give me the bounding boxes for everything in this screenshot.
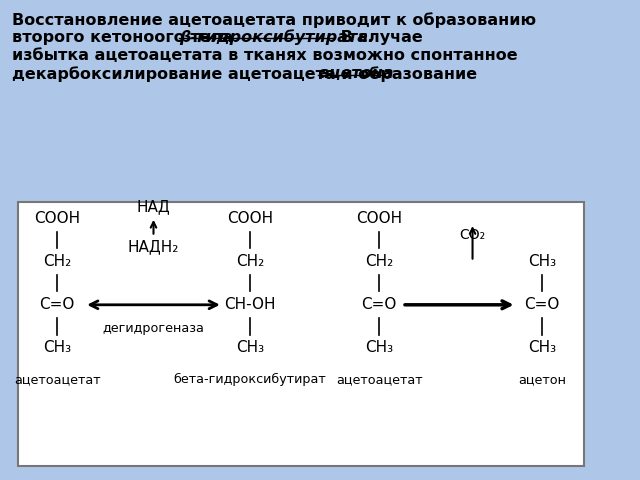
Text: COOH: COOH [356, 211, 403, 226]
Text: CH₃: CH₃ [528, 340, 556, 356]
Text: Восстановление ацетоацетата приводит к образованию: Восстановление ацетоацетата приводит к о… [12, 12, 536, 28]
Text: CH₂: CH₂ [365, 254, 394, 269]
Text: НАДН₂: НАДН₂ [128, 240, 179, 255]
Text: COOH: COOH [227, 211, 273, 226]
Text: CH₃: CH₃ [43, 340, 71, 356]
FancyBboxPatch shape [18, 202, 584, 466]
Text: ацетон: ацетон [518, 373, 566, 386]
Text: CH₂: CH₂ [236, 254, 264, 269]
Text: В случае: В случае [335, 30, 423, 45]
Text: CH-OH: CH-OH [224, 297, 276, 312]
Text: CH₂: CH₂ [43, 254, 71, 269]
Text: CH₃: CH₃ [365, 340, 394, 356]
Text: C=O: C=O [40, 297, 75, 312]
Text: второго кетоноого тела: второго кетоноого тела [12, 30, 239, 45]
Text: ацетона: ацетона [319, 66, 394, 81]
Text: C=O: C=O [362, 297, 397, 312]
Text: COOH: COOH [34, 211, 80, 226]
Text: β-гидроксибутирата.: β-гидроксибутирата. [179, 30, 374, 46]
Text: CH₃: CH₃ [528, 254, 556, 269]
Text: CO₂: CO₂ [460, 228, 486, 242]
Text: дегидрогеназа: дегидрогеназа [102, 322, 204, 335]
Text: бета-гидроксибутират: бета-гидроксибутират [173, 373, 326, 386]
Text: декарбоксилирование ацетоацета и образование: декарбоксилирование ацетоацета и образов… [12, 66, 483, 82]
Text: НАД: НАД [136, 199, 170, 214]
Text: избытка ацетоацетата в тканях возможно спонтанное: избытка ацетоацетата в тканях возможно с… [12, 48, 518, 63]
Text: CH₃: CH₃ [236, 340, 264, 356]
Text: ацетоацетат: ацетоацетат [336, 373, 422, 386]
Text: ацетоацетат: ацетоацетат [14, 373, 100, 386]
Text: C=O: C=O [524, 297, 559, 312]
